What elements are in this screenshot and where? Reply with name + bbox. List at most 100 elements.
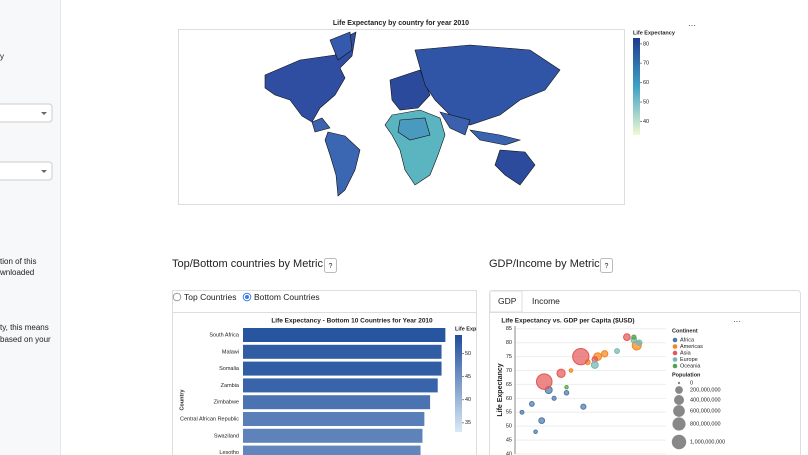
dropdown[interactable] [0, 161, 53, 181]
point [623, 333, 631, 341]
legend-title: Population [672, 372, 701, 378]
point [528, 401, 535, 407]
tab-label[interactable]: GDP [498, 296, 517, 306]
size-label: 1,000,000,000 [690, 439, 725, 445]
bar [243, 395, 431, 410]
size-label: 400,000,000 [690, 397, 721, 403]
y-tick-label: 50 [506, 424, 512, 430]
size-label: 0 [690, 380, 693, 386]
y-tick-label: 70 [506, 368, 512, 374]
sidebar [0, 0, 60, 455]
radio[interactable] [172, 292, 182, 302]
size-swatch [675, 386, 683, 394]
y-tick-label: Lesotho [219, 450, 239, 455]
sidebar-text: ty, this means [0, 323, 49, 332]
y-tick-label: Somalia [219, 366, 240, 372]
bar [243, 445, 421, 455]
point [572, 347, 590, 366]
bar [243, 328, 446, 342]
legend-label: Africa [680, 337, 695, 343]
legend-tick-label: 35 [465, 420, 471, 426]
sidebar-text: based on your [0, 335, 51, 344]
legend-title: Continent [672, 328, 698, 334]
radio-label: Bottom Countries [254, 292, 320, 302]
size-swatch [673, 405, 685, 417]
y-tick-label: 40 [506, 451, 512, 455]
y-axis-title: Life Expectancy [497, 363, 504, 416]
radio-dot [245, 295, 249, 299]
y-tick-label: 55 [506, 410, 512, 416]
legend-tick-label: 50 [465, 351, 471, 357]
dropdown-caret [41, 112, 47, 115]
size-label: 600,000,000 [690, 408, 721, 414]
legend-tick-label: 70 [643, 61, 649, 67]
point [551, 395, 557, 401]
y-tick-label: South Africa [209, 332, 240, 338]
point [614, 348, 620, 354]
point [519, 409, 525, 415]
point [568, 368, 574, 373]
bar [243, 412, 425, 426]
point [600, 350, 609, 358]
bar-color-bar [455, 335, 462, 432]
map-color-bar [633, 38, 640, 135]
point [636, 339, 643, 346]
tab-active[interactable] [489, 290, 523, 313]
legend-tick-label: 40 [643, 119, 649, 125]
legend-swatch [672, 337, 678, 343]
y-tick-label: Zambia [221, 383, 240, 389]
y-tick-label: Zimbabwe [214, 400, 239, 406]
y-tick-label: Malawi [222, 349, 239, 355]
sidebar-text: tion of this [0, 257, 36, 266]
bar [243, 361, 442, 376]
y-tick-label: 85 [506, 326, 512, 332]
help-button[interactable] [600, 258, 613, 273]
sidebar-text: wnloaded [0, 268, 34, 277]
legend-label: Europe [680, 357, 698, 363]
scatter-panel [489, 290, 801, 455]
scatter-title: Life Expectancy vs. GDP per Capita ($USD… [501, 318, 634, 325]
y-tick-label: Central African Republic [180, 416, 239, 422]
section-heading: Top/Bottom countries by Metric [172, 258, 324, 270]
point [535, 373, 553, 390]
size-label: 200,000,000 [690, 387, 721, 393]
size-swatch [674, 395, 684, 405]
menu-dots[interactable]: ··· [688, 21, 696, 30]
legend-swatch [672, 350, 678, 356]
tab-label[interactable]: Income [532, 296, 560, 306]
help-button[interactable] [324, 258, 337, 273]
dropdown[interactable] [0, 103, 53, 123]
help-label: ? [329, 263, 333, 270]
legend-label: Americas [680, 344, 703, 350]
bar [243, 428, 423, 443]
point [533, 429, 538, 435]
menu-dots[interactable]: ··· [733, 317, 741, 326]
y-axis-title: Country [179, 389, 185, 411]
y-tick-label: 65 [506, 382, 512, 388]
point [556, 368, 566, 378]
world-map [264, 31, 561, 197]
point [580, 403, 587, 410]
legend-swatch [672, 357, 678, 362]
legend-tick-label: 40 [465, 397, 471, 403]
point [590, 361, 599, 369]
point [538, 417, 546, 425]
y-tick-label: 60 [506, 396, 512, 402]
bar-title: Life Expectancy - Bottom 10 Countries fo… [271, 318, 433, 325]
map-legend-title: Life Expectancy [633, 30, 676, 36]
y-tick-label: 80 [506, 340, 512, 346]
radio-label: Top Countries [184, 292, 236, 302]
bar-legend-title: Life Exp [455, 326, 477, 332]
bar [243, 344, 442, 359]
legend-tick-label: 60 [643, 80, 649, 86]
legend-swatch [672, 363, 678, 369]
y-tick-label: Swaziland [214, 433, 239, 439]
sidebar-text: y [0, 52, 4, 61]
point [631, 334, 637, 340]
legend-tick-label: 50 [643, 99, 649, 105]
size-swatch [672, 417, 686, 431]
point [563, 390, 570, 396]
section-heading: GDP/Income by Metric [489, 258, 600, 270]
